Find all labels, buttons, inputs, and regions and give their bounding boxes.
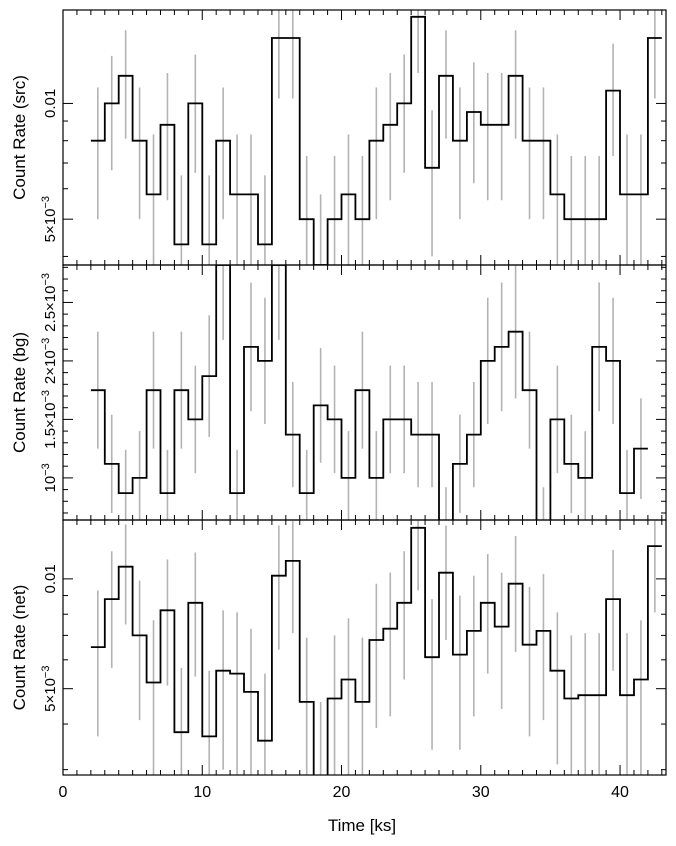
error-bars-net [97,520,656,775]
y-tick-label: 5×10−3 [40,196,59,242]
panel-net: 5×10−3 0.01 Count Rate (net) [10,519,667,776]
step-series-net [90,526,662,775]
y-tick-label: 0.01 [42,564,59,593]
plot-frame-net [62,519,667,776]
step-series-src [90,15,662,265]
error-bars-src [97,10,656,265]
y-tick-label: 5×10−3 [40,666,59,712]
x-tick-label: 30 [472,784,490,801]
y-axis-label-src: Count Rate (src) [10,75,29,200]
x-tick-label: 10 [193,784,211,801]
y-axis-label-bg: Count Rate (bg) [10,332,29,453]
y-tick-label: 10−3 [40,463,59,492]
x-tick-label: 20 [333,784,351,801]
y-tick-label: 1.5×10−3 [40,390,59,449]
panel-src: 5×10−3 0.01 Count Rate (src) [10,9,667,266]
y-tick-label: 2×10−3 [40,338,59,384]
x-tick-label: 0 [59,784,68,801]
x-tick-label: 40 [611,784,629,801]
panel-bg: 10−3 1.5×10−3 2×10−3 2.5×10−3 Count Rate (bg… [10,264,667,521]
step-series-bg [90,265,648,520]
y-tick-label: 2.5×10−3 [40,273,59,332]
y-axis-label-net: Count Rate (net) [10,585,29,711]
y-tick-label: 0.01 [42,89,59,118]
x-axis-label: Time [ks] [328,816,396,835]
x-tick-labels: 0 10 20 30 40 [59,784,629,801]
